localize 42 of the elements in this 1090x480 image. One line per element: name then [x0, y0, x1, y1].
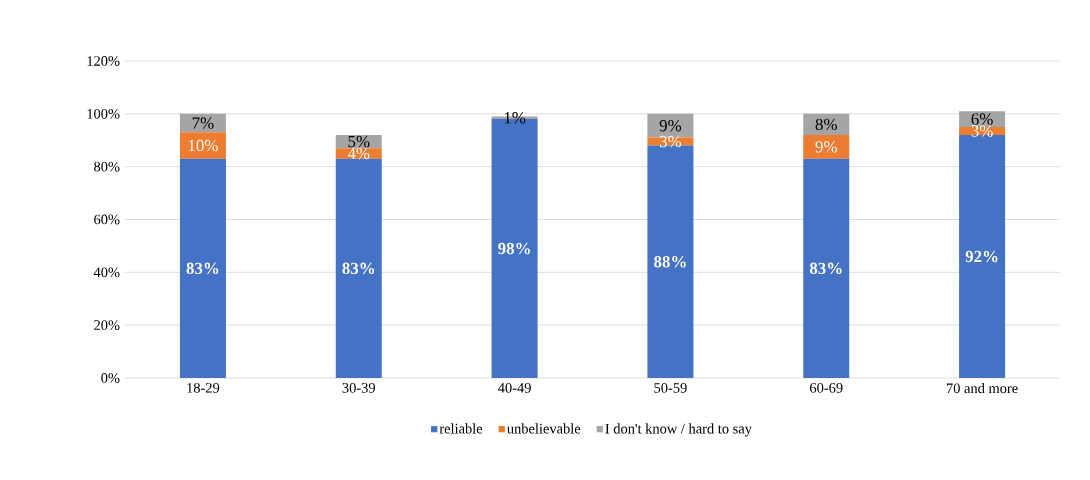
data-label: 4% [347, 147, 370, 160]
data-label: 83% [809, 262, 842, 275]
bar [179, 113, 226, 133]
data-label: 88% [654, 256, 686, 268]
x-tick-label: 50-59 [654, 383, 687, 393]
bar [803, 134, 850, 159]
data-label: 7% [192, 117, 214, 129]
y-tick-label: 40% [93, 267, 120, 278]
x-tick-label: 60-69 [810, 383, 843, 393]
data-label: 3% [971, 125, 993, 137]
legend-label: unbelievable [507, 423, 581, 434]
legend-label: I don't know / hard to say [605, 423, 752, 437]
data-label: 1% [504, 112, 526, 124]
y-tick-label: 100% [87, 108, 120, 119]
y-tick-label: 0% [101, 373, 120, 383]
data-label: 83% [342, 262, 375, 275]
y-tick-label: 120% [87, 56, 120, 66]
x-tick-label: 18-29 [187, 383, 220, 393]
data-label: 83% [186, 262, 219, 275]
data-label: 98% [498, 242, 530, 255]
x-tick-label: 70 and more [946, 382, 1018, 394]
data-label: 9% [659, 119, 682, 132]
x-tick-label: 30-39 [342, 383, 376, 393]
data-label: 6% [971, 113, 993, 125]
bar [335, 158, 382, 378]
y-tick-label: 20% [94, 320, 120, 331]
legend-label: reliable [439, 423, 483, 434]
data-label: 9% [815, 141, 837, 153]
bar [335, 148, 382, 159]
bar [647, 137, 694, 146]
data-label: 10% [188, 139, 218, 152]
y-tick-label: 80% [94, 161, 120, 172]
bar [179, 132, 226, 159]
y-tick-label: 60% [94, 214, 120, 225]
x-tick-label: 40-49 [498, 383, 531, 393]
data-label: 8% [815, 118, 837, 131]
bar [803, 113, 850, 135]
data-label: 92% [965, 250, 998, 263]
bar [179, 158, 226, 378]
data-label: 3% [659, 135, 682, 148]
bar [803, 158, 850, 378]
data-label: 5% [348, 135, 370, 148]
